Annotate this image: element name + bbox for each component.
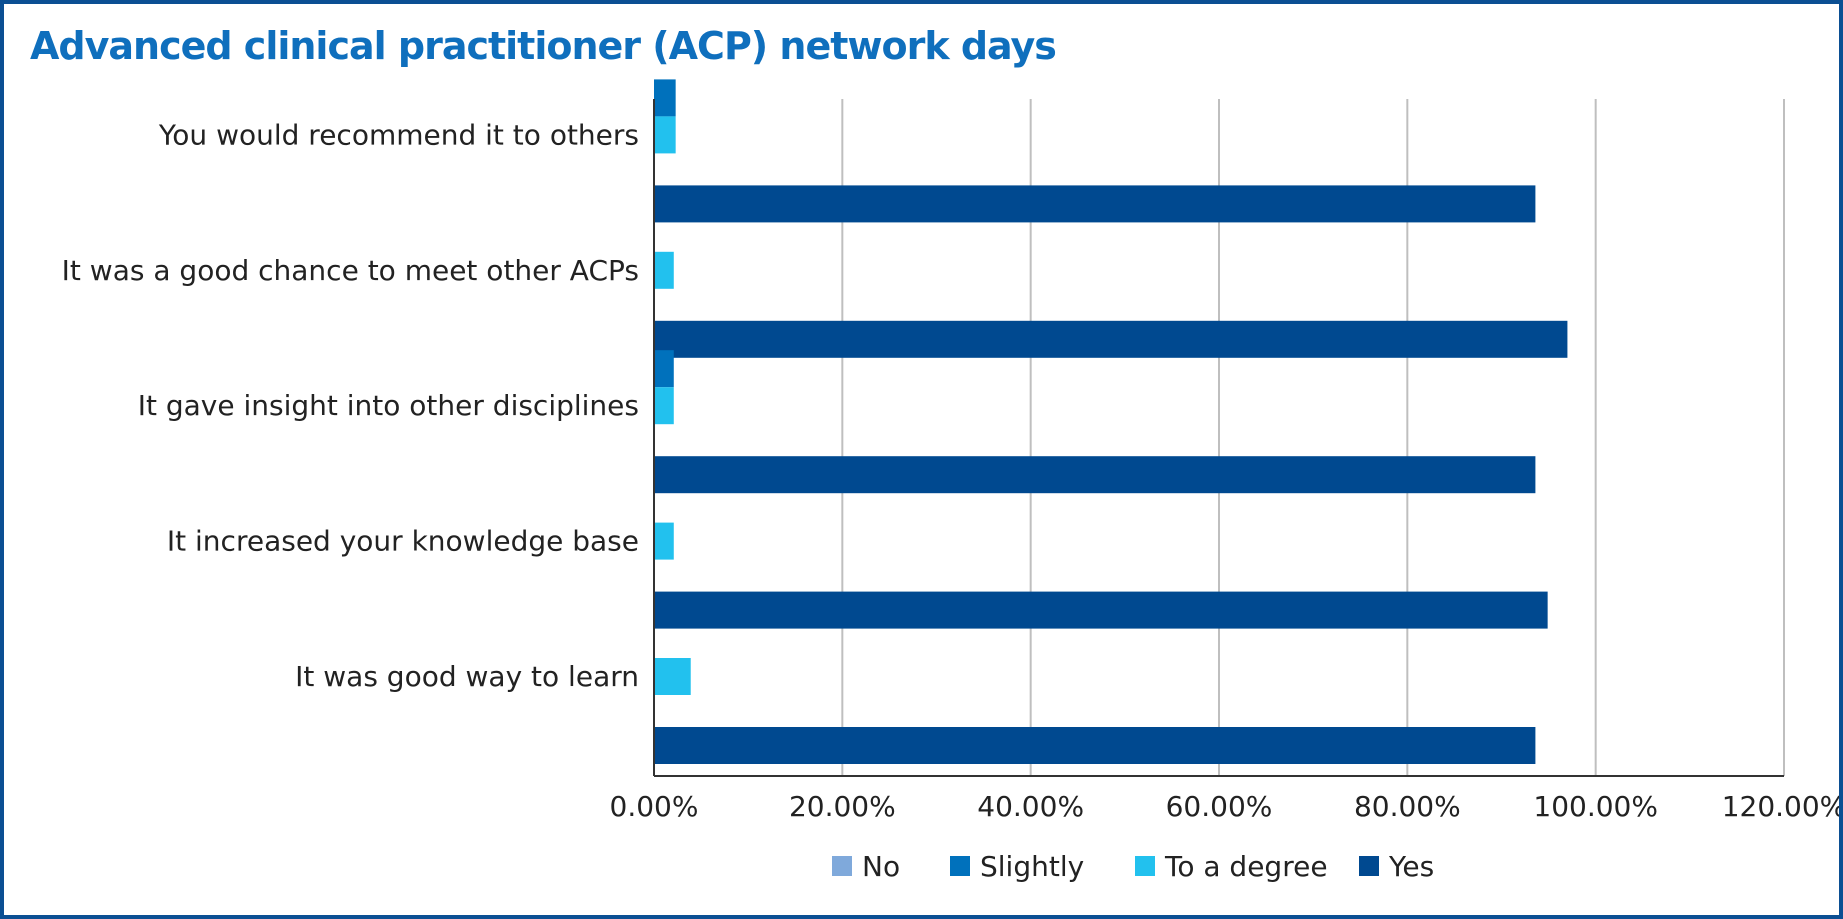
bar-to-a-degree — [654, 387, 674, 425]
category-label: It increased your knowledge base — [167, 525, 639, 558]
bars — [654, 79, 1568, 764]
x-tick-label: 80.00% — [1354, 790, 1461, 823]
category-labels: You would recommend it to others It was a… — [62, 118, 639, 693]
x-tick-label: 60.00% — [1166, 790, 1273, 823]
x-tick-label: 0.00% — [610, 790, 699, 823]
legend-swatch — [950, 856, 970, 876]
category-label: It gave insight into other disciplines — [138, 389, 639, 422]
bar-chart: You would recommend it to others It was a… — [62, 79, 1839, 883]
bar-to-a-degree — [654, 116, 676, 154]
x-tick-label: 100.00% — [1533, 790, 1658, 823]
legend-swatch — [832, 856, 852, 876]
bar-slightly — [654, 350, 674, 388]
chart-title: Advanced clinical practitioner (ACP) net… — [30, 24, 1057, 68]
bar-to-a-degree — [654, 658, 691, 695]
legend-label: Yes — [1388, 850, 1434, 883]
category-label: It was a good chance to meet other ACPs — [62, 254, 639, 287]
legend-swatch — [1359, 856, 1379, 876]
bar-yes — [654, 727, 1536, 764]
bar-to-a-degree — [654, 522, 674, 560]
bar-yes — [654, 591, 1548, 629]
legend: No Slightly To a degree Yes — [832, 850, 1434, 883]
x-tick-label: 120.00% — [1722, 790, 1839, 823]
legend-swatch — [1135, 856, 1155, 876]
category-label: You would recommend it to others — [158, 118, 639, 151]
legend-label: To a degree — [1164, 850, 1328, 883]
legend-label: No — [862, 850, 900, 883]
x-tick-labels: 0.00% 20.00% 40.00% 60.00% 80.00% 100.00% 120.… — [610, 790, 1839, 823]
axes — [653, 99, 1784, 777]
legend-label: Slightly — [980, 850, 1084, 883]
x-tick-label: 20.00% — [789, 790, 896, 823]
bar-slightly — [654, 79, 676, 117]
bar-yes — [654, 320, 1568, 358]
x-tick-label: 40.00% — [977, 790, 1084, 823]
bar-yes — [654, 185, 1536, 223]
category-label: It was good way to learn — [295, 660, 639, 693]
bar-yes — [654, 456, 1536, 494]
bar-to-a-degree — [654, 251, 674, 289]
